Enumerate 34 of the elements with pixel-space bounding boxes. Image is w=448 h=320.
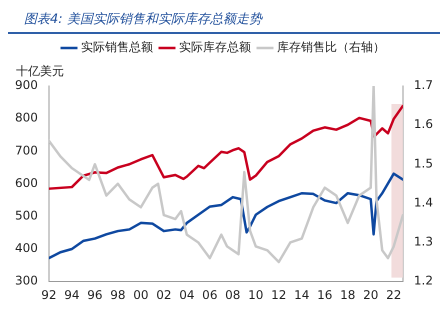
y-tick-label: 600 bbox=[15, 176, 38, 190]
y2-tick-label: 1.4 bbox=[414, 195, 434, 210]
y2-tick-label: 1.5 bbox=[414, 156, 434, 170]
x-tick-label: 22 bbox=[386, 288, 402, 302]
y-tick-label: 700 bbox=[15, 143, 38, 158]
x-tick-label: 20 bbox=[363, 288, 378, 302]
x-tick-label: 10 bbox=[248, 288, 264, 302]
x-tick-label: 18 bbox=[340, 288, 356, 302]
y-axis-title: 十亿美元 bbox=[16, 64, 64, 78]
x-tick-label: 12 bbox=[271, 288, 286, 302]
x-tick-label: 04 bbox=[179, 288, 194, 302]
x-tick-label: 16 bbox=[317, 288, 332, 302]
y-tick-label: 900 bbox=[15, 78, 38, 92]
x-tick-label: 14 bbox=[294, 288, 310, 302]
x-tick-label: 98 bbox=[110, 288, 126, 302]
y-tick-label: 500 bbox=[15, 208, 38, 223]
x-tick-label: 02 bbox=[156, 288, 172, 302]
y2-tick-label: 1.7 bbox=[414, 78, 434, 92]
y-tick-label: 400 bbox=[15, 241, 38, 256]
x-tick-label: 06 bbox=[202, 288, 218, 302]
y-tick-label: 300 bbox=[15, 274, 38, 288]
y2-tick-label: 1.2 bbox=[414, 274, 434, 288]
x-tick-label: 94 bbox=[64, 288, 80, 302]
chart-title: 图表4: 美国实际销售和实际库存总额走势 bbox=[8, 8, 440, 34]
legend-label: 库存销售比（右轴） bbox=[277, 40, 385, 54]
y-tick-label: 800 bbox=[15, 110, 38, 125]
y2-tick-label: 1.3 bbox=[414, 234, 434, 249]
x-tick-label: 08 bbox=[225, 288, 240, 302]
legend-label: 实际销售总额 bbox=[81, 40, 153, 54]
x-tick-label: 96 bbox=[87, 288, 103, 302]
legend-label: 实际库存总额 bbox=[179, 40, 251, 54]
y2-tick-label: 1.6 bbox=[414, 117, 434, 132]
x-tick-label: 92 bbox=[41, 288, 57, 302]
x-tick-label: 00 bbox=[133, 288, 148, 302]
